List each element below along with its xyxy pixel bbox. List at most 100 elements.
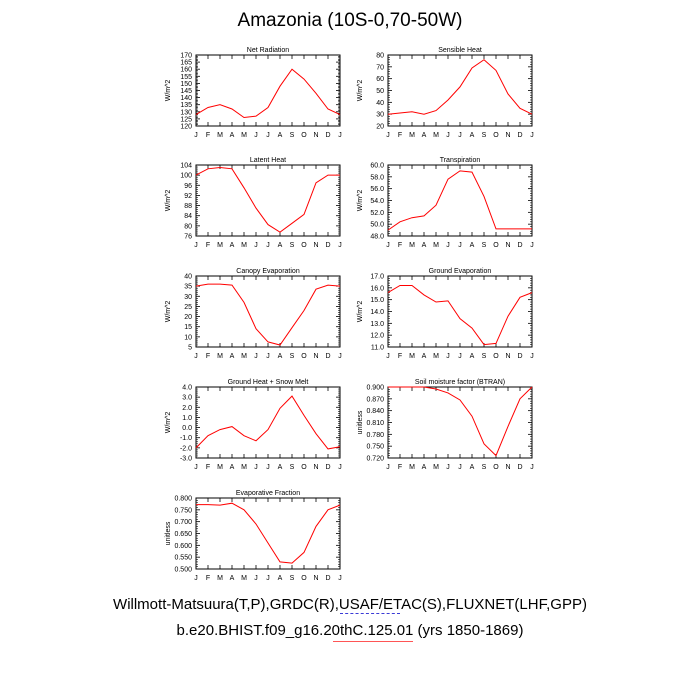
x-tick-label: J — [254, 575, 258, 582]
data-point — [459, 399, 460, 400]
footer-underline-red — [333, 641, 413, 643]
data-point — [267, 341, 268, 342]
x-tick-label: J — [338, 242, 342, 249]
x-tick-label: J — [338, 575, 342, 582]
y-tick-label: 130 — [180, 109, 192, 116]
y-tick-label: 40 — [376, 100, 384, 107]
data-point — [327, 175, 328, 176]
data-point — [423, 215, 424, 216]
plot-frame — [195, 386, 341, 459]
y-tick-label: 104 — [180, 163, 192, 170]
plot-frame — [387, 54, 533, 127]
x-tick-label: S — [290, 132, 295, 139]
y-tick-label: 5 — [188, 345, 192, 352]
x-tick-label: O — [493, 132, 499, 139]
y-tick-label: 0.800 — [174, 496, 192, 503]
x-tick-label: J — [266, 464, 270, 471]
x-tick-label: J — [266, 353, 270, 360]
x-tick-label: M — [217, 464, 223, 471]
x-tick-label: J — [266, 132, 270, 139]
data-point — [243, 302, 244, 303]
y-tick-label: 145 — [180, 88, 192, 95]
y-tick-label: 13.0 — [370, 321, 384, 328]
x-tick-label: S — [290, 353, 295, 360]
x-tick-label: D — [325, 353, 330, 360]
x-tick-label: J — [338, 464, 342, 471]
y-axis-label: W/m^2 — [165, 412, 172, 434]
x-tick-label: S — [482, 242, 487, 249]
data-point — [291, 223, 292, 224]
x-tick-label: J — [458, 242, 462, 249]
y-tick-label: 58.0 — [370, 174, 384, 181]
x-tick-label: M — [217, 132, 223, 139]
y-tick-label: 16.0 — [370, 285, 384, 292]
y-tick-label: 60.0 — [370, 163, 384, 170]
x-tick-label: D — [325, 242, 330, 249]
x-tick-label: A — [278, 132, 283, 139]
data-point — [435, 205, 436, 206]
data-point — [315, 182, 316, 183]
chart-panel-4: Transpiration 48.0 50.0 52.0 54.0 56.0 58.0 60.… — [357, 157, 534, 249]
data-point — [207, 284, 208, 285]
data-point — [423, 386, 424, 387]
x-tick-label: O — [301, 464, 307, 471]
x-tick-label: D — [517, 242, 522, 249]
data-point — [471, 67, 472, 68]
x-tick-label: A — [422, 464, 427, 471]
data-point — [471, 416, 472, 417]
data-point — [423, 294, 424, 295]
x-tick-label: J — [254, 464, 258, 471]
data-point — [231, 426, 232, 427]
y-tick-label: 0.500 — [174, 567, 192, 574]
y-tick-label: 96 — [184, 183, 192, 190]
data-point — [231, 503, 232, 504]
x-tick-label: D — [325, 464, 330, 471]
data-point — [411, 111, 412, 112]
data-point — [531, 114, 532, 115]
series-line — [195, 283, 341, 346]
x-tick-label: M — [433, 353, 439, 360]
x-tick-label: O — [301, 575, 307, 582]
y-tick-label: 1.0 — [182, 415, 192, 422]
x-tick-label: J — [446, 353, 450, 360]
x-tick-label: S — [482, 353, 487, 360]
x-tick-label: J — [530, 132, 534, 139]
plot-frame — [195, 497, 341, 570]
x-tick-label: S — [290, 242, 295, 249]
x-tick-label: O — [493, 242, 499, 249]
x-tick-label: F — [398, 242, 402, 249]
y-tick-label: 140 — [180, 95, 192, 102]
x-tick-label: A — [278, 575, 283, 582]
x-tick-label: A — [470, 464, 475, 471]
data-point — [495, 343, 496, 344]
data-point — [327, 448, 328, 449]
x-tick-label: N — [313, 575, 318, 582]
data-point — [435, 301, 436, 302]
panel-title: Transpiration — [440, 157, 481, 164]
x-tick-label: J — [266, 242, 270, 249]
x-tick-label: D — [325, 575, 330, 582]
y-tick-label: 0.0 — [182, 425, 192, 432]
data-point — [399, 221, 400, 222]
chart-panel-6: Ground Evaporation 11.0 12.0 13.0 14.0 15.0 16… — [357, 268, 534, 360]
data-point — [303, 552, 304, 553]
y-tick-label: 50 — [376, 88, 384, 95]
series-line — [195, 166, 340, 233]
series-line — [195, 395, 341, 450]
data-point — [447, 300, 448, 301]
data-point — [279, 344, 280, 345]
panel-title: Evaporative Fraction — [236, 490, 300, 497]
y-tick-label: 88 — [184, 203, 192, 210]
y-tick-label: 170 — [180, 53, 192, 60]
x-tick-label: M — [241, 353, 247, 360]
chart-panel-9: Evaporative Fraction 0.500 0.550 0.600 0.650… — [165, 490, 342, 582]
y-tick-label: 3.0 — [182, 395, 192, 402]
y-tick-label: 20 — [184, 314, 192, 321]
data-point — [195, 504, 196, 505]
x-tick-label: J — [254, 353, 258, 360]
x-tick-label: M — [241, 575, 247, 582]
y-tick-label: 135 — [180, 102, 192, 109]
y-tick-label: 150 — [180, 81, 192, 88]
